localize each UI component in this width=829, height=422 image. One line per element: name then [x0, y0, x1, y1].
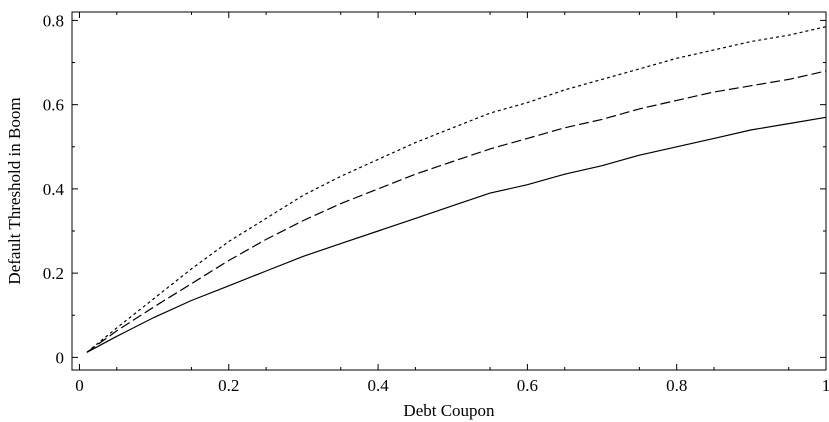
plot-frame [71, 11, 827, 371]
series-line-solid [86, 116, 827, 353]
y-tick-label: 0.6 [43, 96, 64, 115]
y-tick-label: 0 [56, 348, 65, 367]
x-tick-label: 0.2 [218, 376, 239, 395]
x-tick-label: 1 [822, 376, 829, 395]
series-line-dashed [86, 70, 827, 353]
x-axis-title: Debt Coupon [403, 401, 495, 420]
series-line-dotted [86, 26, 827, 353]
x-tick-label: 0.6 [517, 376, 538, 395]
x-tick-label: 0 [75, 376, 84, 395]
x-tick-label: 0.8 [666, 376, 687, 395]
axis-ticks: 0 0.2 0.4 0.6 0.8 1 0 0.2 0.4 0.6 0.8 [43, 11, 829, 395]
y-tick-label: 0.4 [43, 180, 65, 199]
y-tick-label: 0.8 [43, 11, 64, 30]
y-axis-title: Default Threshold in Boom [5, 97, 24, 284]
y-tick-label: 0.2 [43, 264, 64, 283]
series-layer [86, 26, 827, 353]
x-tick-label: 0.4 [367, 376, 389, 395]
